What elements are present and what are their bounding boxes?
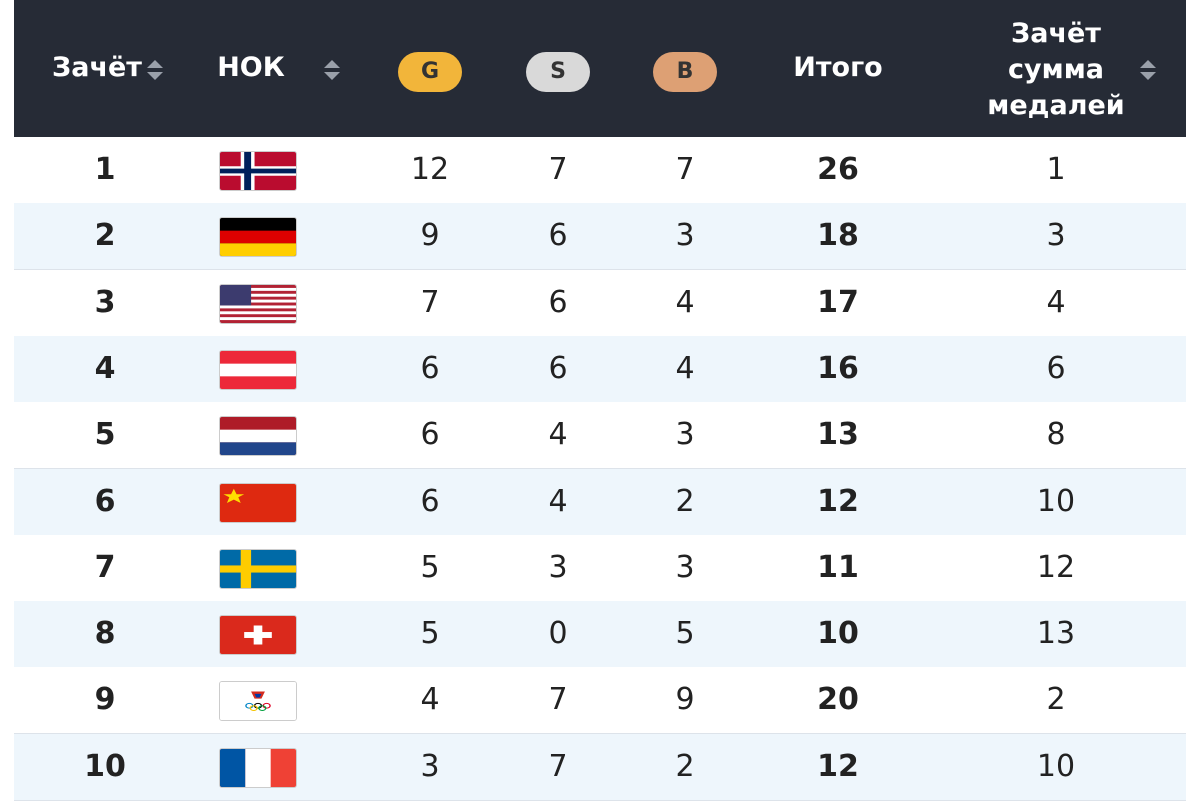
silver-header[interactable]: S bbox=[526, 52, 590, 92]
silver-cell: 6 bbox=[548, 284, 568, 320]
total-cell: 12 bbox=[817, 748, 859, 784]
silver-cell: 4 bbox=[548, 483, 568, 519]
header-noc[interactable]: НОК bbox=[217, 52, 285, 83]
sort-icon[interactable] bbox=[147, 60, 163, 68]
gold-cell: 3 bbox=[420, 748, 440, 784]
bronze-header[interactable]: B bbox=[653, 52, 717, 92]
country-flag bbox=[219, 681, 297, 722]
sum-rank-cell: 1 bbox=[1046, 152, 1066, 187]
gold-cell: 12 bbox=[410, 152, 450, 187]
table-row: 4 6 6 4 16 6 bbox=[14, 335, 1186, 403]
sort-icon[interactable] bbox=[1140, 72, 1156, 80]
sort-icon[interactable] bbox=[324, 60, 340, 68]
sum-rank-cell: 2 bbox=[1046, 682, 1066, 718]
country-flag bbox=[219, 349, 297, 390]
total-cell: 16 bbox=[817, 350, 859, 386]
silver-cell: 0 bbox=[548, 616, 568, 652]
table-row: 8 5 0 5 10 13 bbox=[14, 601, 1186, 669]
rank-cell: 8 bbox=[94, 616, 116, 652]
silver-cell: 6 bbox=[548, 218, 568, 254]
total-cell: 12 bbox=[817, 483, 859, 519]
bronze-cell: 5 bbox=[675, 616, 695, 652]
sum-rank-cell: 4 bbox=[1046, 284, 1066, 320]
bronze-cell: 9 bbox=[675, 682, 695, 718]
bronze-cell: 7 bbox=[675, 152, 695, 187]
sum-rank-cell: 10 bbox=[1036, 483, 1076, 519]
sum-rank-cell: 13 bbox=[1036, 616, 1076, 652]
header-total[interactable]: Итого bbox=[793, 52, 883, 83]
bronze-cell: 3 bbox=[675, 417, 695, 453]
gold-cell: 5 bbox=[420, 616, 440, 652]
header-sum-rank[interactable]: Зачёт сумма медалей bbox=[987, 18, 1125, 121]
bronze-cell: 2 bbox=[675, 483, 695, 519]
sum-rank-cell: 8 bbox=[1046, 417, 1066, 453]
silver-cell: 6 bbox=[548, 350, 568, 386]
sort-icon[interactable] bbox=[1140, 60, 1156, 68]
bronze-cell: 4 bbox=[675, 350, 695, 386]
gold-cell: 4 bbox=[420, 682, 440, 718]
bronze-cell: 2 bbox=[675, 748, 695, 784]
country-flag bbox=[219, 151, 297, 191]
table-header: Зачёт НОК G S B Итого Зачёт сумма медале… bbox=[14, 0, 1186, 137]
bronze-cell: 3 bbox=[675, 549, 695, 585]
silver-cell: 3 bbox=[548, 549, 568, 585]
total-cell: 17 bbox=[817, 284, 859, 320]
sum-rank-cell: 12 bbox=[1036, 549, 1076, 585]
country-flag bbox=[219, 482, 297, 523]
silver-cell: 7 bbox=[548, 152, 568, 187]
table-row: 9 4 7 9 20 2 bbox=[14, 667, 1186, 735]
gold-cell: 6 bbox=[420, 483, 440, 519]
total-cell: 26 bbox=[817, 152, 859, 187]
total-cell: 11 bbox=[817, 549, 859, 585]
rank-cell: 5 bbox=[94, 417, 116, 453]
table-row: 7 5 3 3 11 12 bbox=[14, 534, 1186, 602]
table-row: 6 6 4 2 12 10 bbox=[14, 468, 1186, 536]
gold-cell: 6 bbox=[420, 350, 440, 386]
table-row: 1 12 7 7 26 1 bbox=[14, 137, 1186, 204]
sum-rank-cell: 6 bbox=[1046, 350, 1066, 386]
rank-cell: 4 bbox=[94, 350, 116, 386]
rank-cell: 7 bbox=[94, 549, 116, 585]
table-row: 3 7 6 4 17 4 bbox=[14, 269, 1186, 337]
country-flag bbox=[219, 217, 297, 258]
country-flag bbox=[219, 615, 297, 656]
table-row: 10 3 7 2 12 10 bbox=[14, 733, 1186, 801]
gold-cell: 7 bbox=[420, 284, 440, 320]
total-cell: 13 bbox=[817, 417, 859, 453]
sum-rank-cell: 10 bbox=[1036, 748, 1076, 784]
rank-cell: 6 bbox=[94, 483, 116, 519]
rank-cell: 10 bbox=[84, 748, 126, 784]
gold-cell: 6 bbox=[420, 417, 440, 453]
sort-icon[interactable] bbox=[324, 72, 340, 80]
bronze-cell: 3 bbox=[675, 218, 695, 254]
gold-cell: 9 bbox=[420, 218, 440, 254]
gold-cell: 5 bbox=[420, 549, 440, 585]
sum-rank-cell: 3 bbox=[1046, 218, 1066, 254]
rank-cell: 1 bbox=[94, 152, 116, 187]
total-cell: 10 bbox=[817, 616, 859, 652]
header-rank[interactable]: Зачёт bbox=[52, 52, 142, 83]
sort-icon[interactable] bbox=[147, 72, 163, 80]
country-flag bbox=[219, 747, 297, 788]
bronze-cell: 4 bbox=[675, 284, 695, 320]
total-cell: 20 bbox=[817, 682, 859, 718]
rank-cell: 3 bbox=[94, 284, 116, 320]
country-flag bbox=[219, 283, 297, 324]
rank-cell: 9 bbox=[94, 682, 116, 718]
rank-cell: 2 bbox=[94, 218, 116, 254]
gold-header[interactable]: G bbox=[398, 52, 462, 92]
silver-cell: 7 bbox=[548, 748, 568, 784]
country-flag bbox=[219, 416, 297, 457]
table-row: 2 9 6 3 18 3 bbox=[14, 203, 1186, 271]
silver-cell: 4 bbox=[548, 417, 568, 453]
silver-cell: 7 bbox=[548, 682, 568, 718]
country-flag bbox=[219, 548, 297, 589]
table-row: 5 6 4 3 13 8 bbox=[14, 402, 1186, 470]
total-cell: 18 bbox=[817, 218, 859, 254]
